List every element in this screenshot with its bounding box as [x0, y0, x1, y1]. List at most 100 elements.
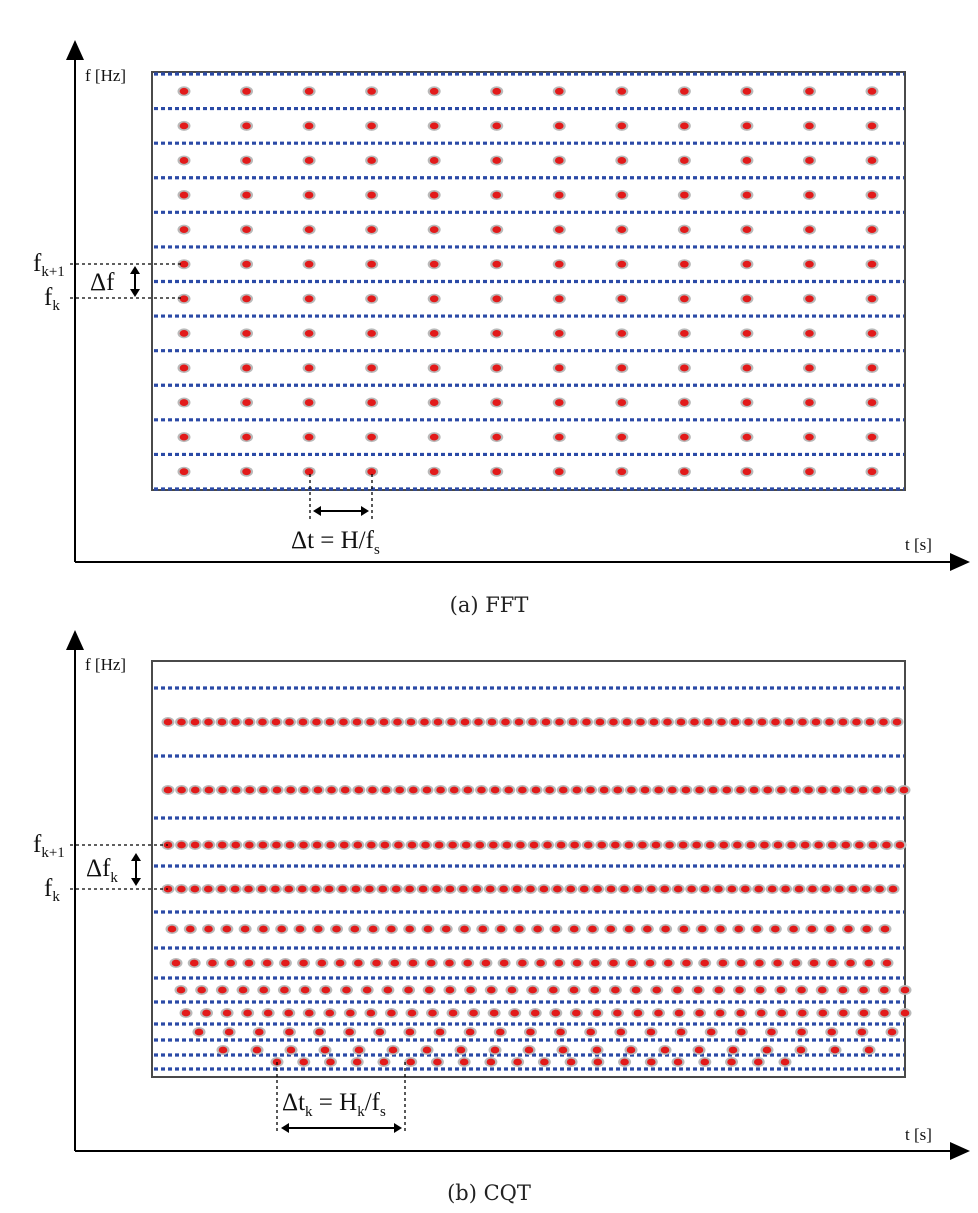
cqt-tf-point [671, 1057, 685, 1067]
cqt-tf-point [252, 1027, 266, 1037]
fft-tf-point [240, 328, 254, 339]
fft-tf-point [427, 259, 441, 270]
cqt-tf-point [393, 785, 407, 795]
fft-tf-point [240, 362, 254, 373]
fft-tf-point [552, 466, 566, 477]
cqt-tf-point [458, 924, 472, 934]
cqt-tf-point [877, 1008, 891, 1018]
cqt-tf-point [685, 884, 699, 894]
cqt-tf-point [658, 1045, 672, 1055]
cqt-tf-point [242, 717, 256, 727]
cqt-tf-point [774, 985, 788, 995]
fft-tf-point [865, 293, 879, 304]
cqt-tf-point [567, 985, 581, 995]
cqt-tf-point [752, 884, 766, 894]
fft-tf-point [552, 293, 566, 304]
cqt-tf-point [256, 717, 269, 727]
cqt-tf-point [779, 884, 793, 894]
cqt-tf-point [819, 884, 833, 894]
cqt-tf-point [625, 958, 639, 968]
cqt-tf-point [738, 884, 752, 894]
cqt-tf-point [549, 1008, 563, 1018]
fft-tf-point [677, 86, 691, 97]
cqt-tf-point [338, 785, 352, 795]
cqt-tf-point [192, 1027, 206, 1037]
cqt-tf-point [661, 717, 674, 727]
fft-tf-point [240, 86, 254, 97]
cqt-tf-point [857, 985, 871, 995]
fft-tf-point [865, 259, 879, 270]
cqt-bin-grid [154, 686, 912, 1071]
fft-tf-point [302, 86, 316, 97]
cqt-tf-point [730, 840, 744, 850]
fft-tf-point [740, 362, 754, 373]
cqt-tf-point [554, 1027, 568, 1037]
cqt-tf-point [701, 717, 715, 727]
cqt-tf-point [402, 985, 416, 995]
fft-tf-point [302, 466, 316, 477]
cqt-tf-point [175, 785, 189, 795]
cqt-tf-point [732, 924, 746, 934]
fft-tf-point [802, 328, 816, 339]
cqt-tf-point [693, 785, 707, 795]
cqt-tf-point [376, 884, 390, 894]
cqt-tf-point [725, 1057, 739, 1067]
cqt-tf-point [339, 985, 353, 995]
fft-tf-point [490, 155, 504, 166]
cqt-tf-point [447, 785, 461, 795]
fft-tf-point [865, 86, 879, 97]
cqt-tf-point [815, 785, 829, 795]
fft-tf-point [802, 86, 816, 97]
cqt-tf-point [844, 958, 858, 968]
cqt-tf-point [222, 1027, 236, 1037]
cqt-tf-point [169, 958, 183, 968]
cqt-tf-point [229, 785, 243, 795]
cqt-tf-point [659, 924, 673, 934]
cqt-tf-point [549, 924, 563, 934]
cqt-tf-point [878, 924, 892, 934]
cqt-tf-point [183, 924, 197, 934]
cqt-tf-point [238, 924, 252, 934]
fft-tf-point [427, 432, 441, 443]
cqt-tf-point [309, 884, 323, 894]
cqt-tf-point [424, 958, 438, 968]
fft-tf-point [365, 397, 379, 408]
cqt-tf-point [771, 958, 785, 968]
cqt-tf-point [298, 985, 312, 995]
cqt-tf-point [302, 1008, 316, 1018]
cqt-tf-point [443, 884, 457, 894]
cqt-tf-point [769, 717, 782, 727]
cqt-tf-point [556, 785, 570, 795]
cqt-tf-point [442, 958, 456, 968]
cqt-freq-step-label: Δfk [86, 855, 118, 886]
cqt-tf-point [174, 884, 188, 894]
cqt-tf-point [508, 1008, 522, 1018]
cqt-tf-point [430, 884, 444, 894]
cqt-time-step-label: Δtk = Hk/fs [282, 1089, 386, 1120]
cqt-tf-point [825, 1027, 839, 1037]
cqt-tf-point [580, 717, 593, 727]
cqt-tf-point [529, 785, 543, 795]
cqt-y-axis-label: f [Hz] [85, 655, 126, 674]
cqt-tf-point [420, 1045, 434, 1055]
cqt-tf-point [890, 717, 904, 727]
cqt-tf-point [564, 884, 578, 894]
fft-tf-point [490, 466, 504, 477]
cqt-tf-point [391, 717, 404, 727]
fft-tf-point [240, 397, 254, 408]
cqt-tf-point [624, 1045, 638, 1055]
cqt-tf-point [711, 884, 725, 894]
cqt-tf-point [188, 840, 202, 850]
cqt-tf-point [350, 1057, 364, 1067]
cqt-tf-point [715, 717, 728, 727]
cqt-tf-point [823, 717, 836, 727]
fft-tf-point [302, 293, 316, 304]
fft-tf-point [302, 120, 316, 131]
cqt-tf-point [476, 924, 490, 934]
cqt-tf-point [464, 985, 478, 995]
cqt-tf-point [256, 840, 270, 850]
cqt-tf-point [570, 785, 584, 795]
cqt-tf-point [611, 785, 625, 795]
cqt-tf-point [643, 958, 657, 968]
